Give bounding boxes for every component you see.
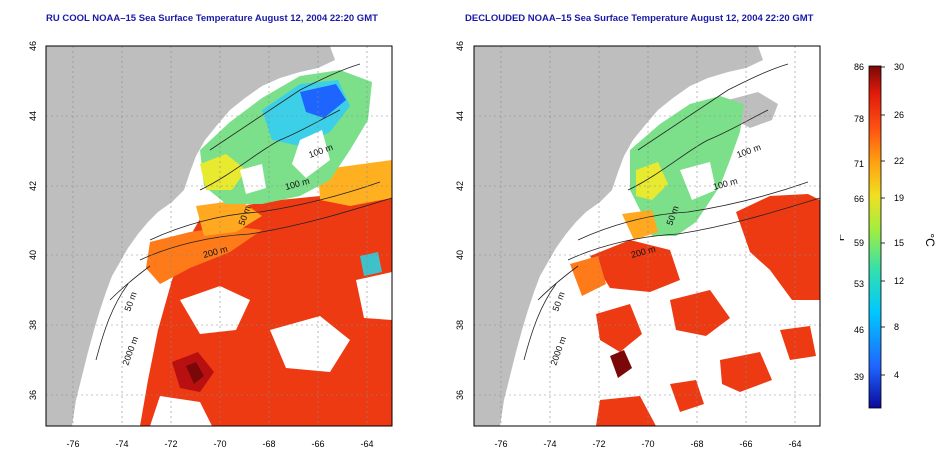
y-tick-label: 38: [28, 320, 38, 330]
cool-water: [630, 96, 744, 236]
y-tick-label: 46: [455, 41, 465, 51]
celsius-tick: 12: [894, 276, 904, 286]
raw-sst-map: 100 m 100 m 50 m 200 m 50 m 2000 m -76 -…: [28, 41, 393, 449]
y-tick-label: 42: [28, 181, 38, 191]
x-tick-label: -66: [739, 439, 752, 449]
land-mass: [474, 46, 763, 426]
x-tick-label: -70: [213, 439, 226, 449]
y-tick-label: 38: [455, 320, 465, 330]
x-tick-label: -66: [311, 439, 324, 449]
map-frame: [45, 45, 393, 427]
fahrenheit-tick: 39: [854, 372, 864, 382]
fahrenheit-tick: 71: [854, 159, 864, 169]
fahrenheit-tick: 78: [854, 114, 864, 124]
grid-lines: [46, 46, 392, 426]
y-tick-label: 42: [455, 181, 465, 191]
x-tick-label: -70: [641, 439, 654, 449]
x-tick-label: -74: [543, 439, 556, 449]
x-tick-label: -68: [262, 439, 275, 449]
x-tick-label: -72: [164, 439, 177, 449]
x-tick-label: -64: [788, 439, 801, 449]
warm-water: [736, 194, 820, 300]
x-tick-label: -64: [360, 439, 373, 449]
y-tick-label: 36: [455, 390, 465, 400]
x-tick-label: -72: [592, 439, 605, 449]
celsius-label: °C: [923, 233, 937, 247]
fahrenheit-label: °F: [840, 234, 847, 246]
map-frame: [473, 45, 821, 427]
fahrenheit-tick: 53: [854, 279, 864, 289]
celsius-tick: 19: [894, 193, 904, 203]
x-tick-label: -74: [115, 439, 128, 449]
celsius-tick: 15: [894, 238, 904, 248]
grid-lines: [474, 46, 820, 426]
y-tick-label: 44: [28, 111, 38, 121]
x-tick-label: -68: [690, 439, 703, 449]
y-tick-label: 36: [28, 390, 38, 400]
colorbar-scale: [868, 65, 882, 409]
x-tick-label: -76: [494, 439, 507, 449]
celsius-tick: 22: [894, 156, 904, 166]
y-tick-label: 46: [28, 41, 38, 51]
declouded-sst-map: 100 m 100 m 50 m 200 m 50 m 2000 m -76 -…: [455, 41, 821, 449]
fahrenheit-tick: 86: [854, 62, 864, 72]
fahrenheit-tick: 59: [854, 238, 864, 248]
y-tick-label: 44: [455, 111, 465, 121]
celsius-tick: 8: [894, 322, 899, 332]
land-mass: [46, 46, 335, 426]
y-tick-label: 40: [28, 250, 38, 260]
celsius-tick: 4: [894, 370, 899, 380]
celsius-tick: 26: [894, 110, 904, 120]
celsius-tick: 30: [894, 62, 904, 72]
fahrenheit-tick: 46: [854, 325, 864, 335]
declouded-sst-panel: DECLOUDED NOAA–15 Sea Surface Temperatur…: [420, 0, 840, 475]
declouded-sst-title: DECLOUDED NOAA–15 Sea Surface Temperatur…: [465, 13, 814, 24]
y-tick-label: 40: [455, 250, 465, 260]
x-tick-label: -76: [66, 439, 79, 449]
raw-sst-title: RU COOL NOAA–15 Sea Surface Temperature …: [46, 13, 378, 24]
raw-sst-panel: RU COOL NOAA–15 Sea Surface Temperature …: [0, 0, 420, 475]
temperature-colorbar: 86 78 71 66 59 53 46 39 30 26 22 19 15 1…: [840, 62, 937, 409]
fahrenheit-tick: 66: [854, 194, 864, 204]
